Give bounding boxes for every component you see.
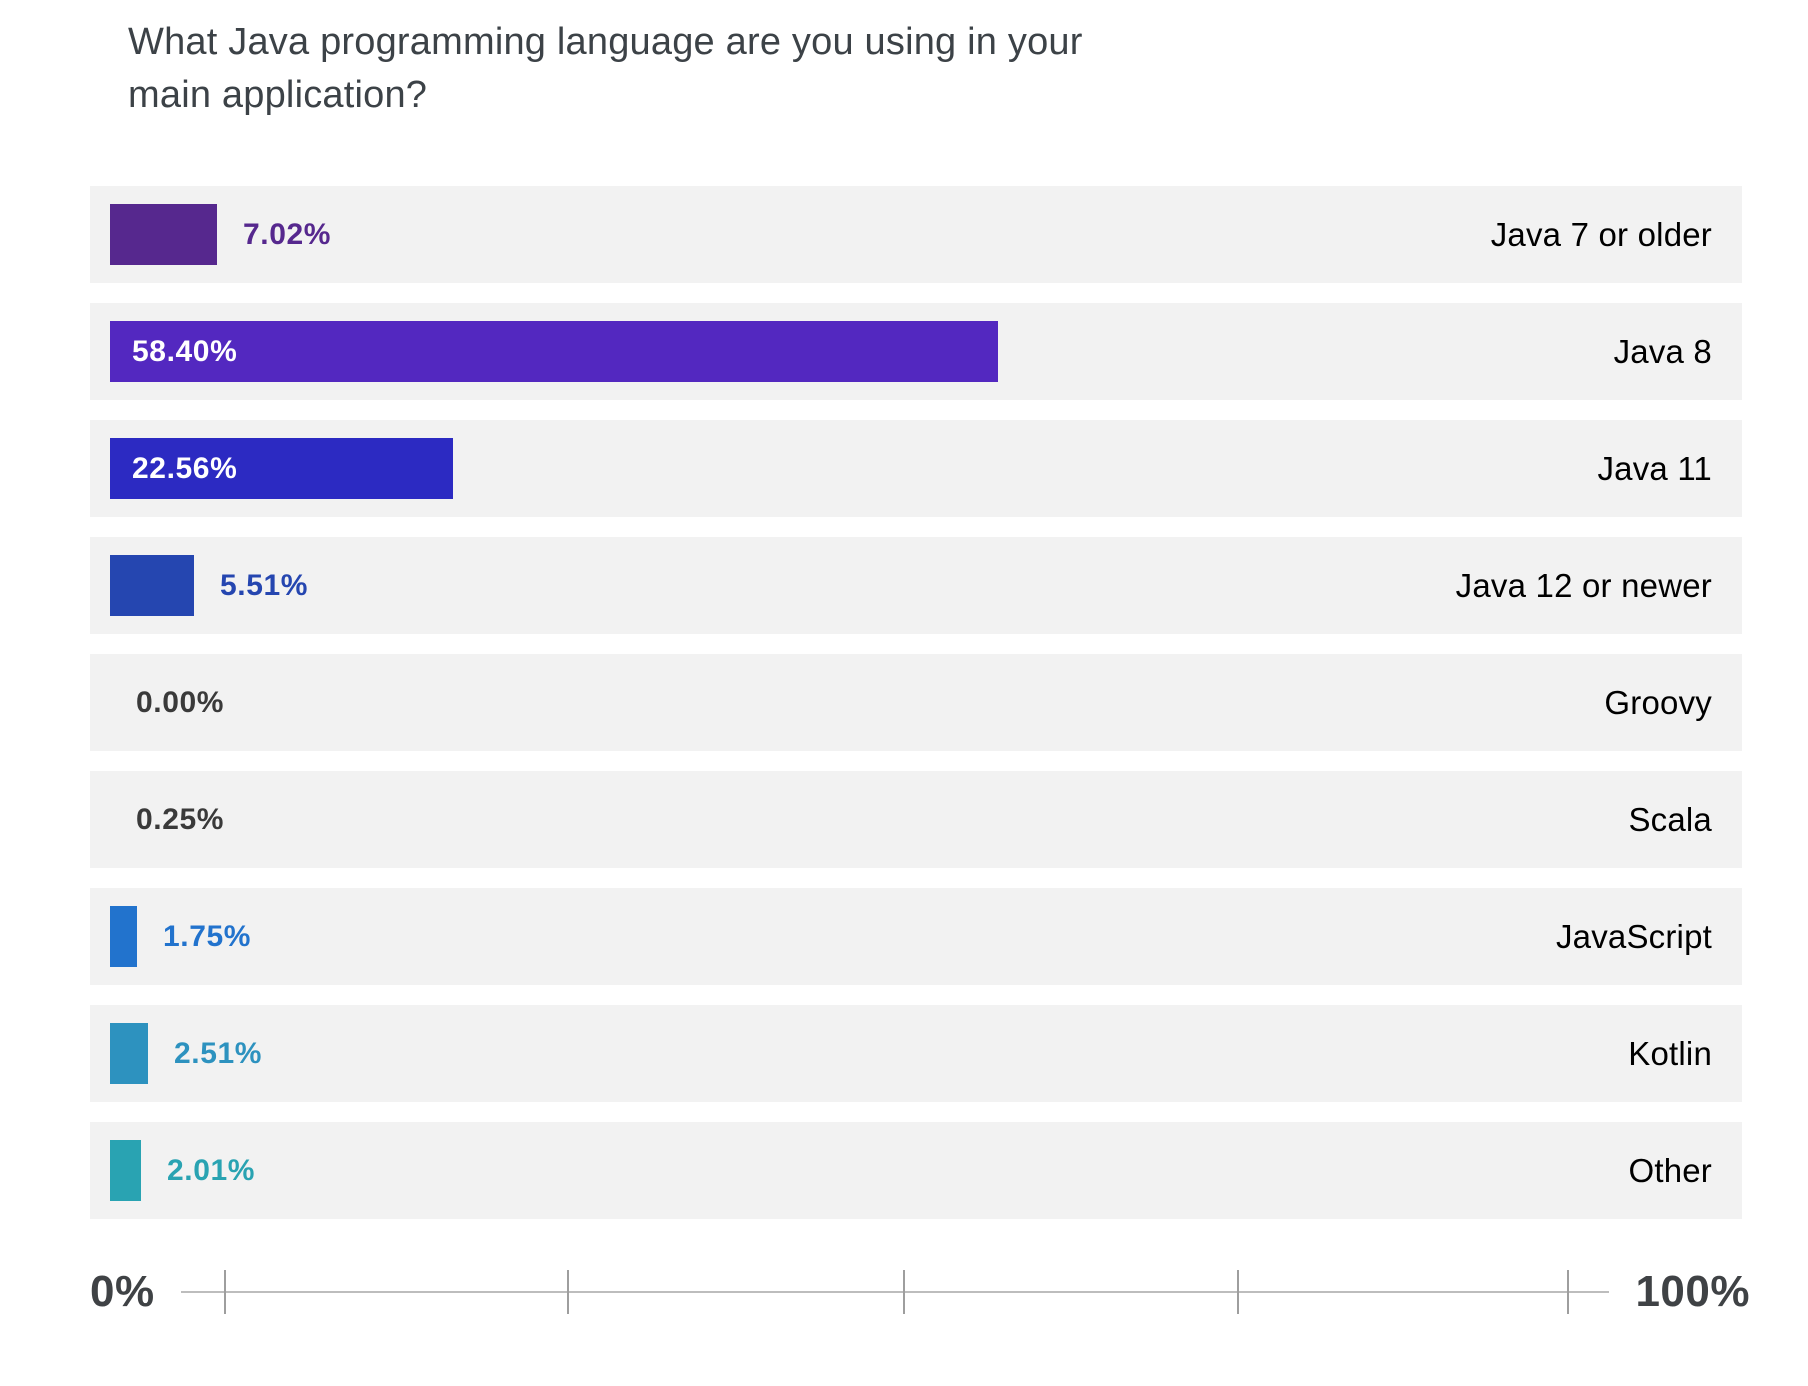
chart-row: 2.51% Kotlin [90, 1005, 1742, 1102]
axis-tick [1567, 1270, 1570, 1314]
axis-tick [902, 1270, 905, 1314]
category-label: Kotlin [1628, 1034, 1712, 1072]
bar-track: 58.40% [110, 321, 1630, 382]
chart-title-line1: What Java programming language are you u… [128, 21, 1083, 63]
chart-title: What Java programming language are you u… [128, 16, 1808, 122]
chart-row: 0.25% Scala [90, 771, 1742, 868]
bar [110, 555, 194, 616]
value-label: 2.01% [167, 1153, 256, 1187]
category-label: Scala [1628, 800, 1712, 838]
chart-row: 1.75% JavaScript [90, 888, 1742, 985]
axis-tick [223, 1270, 226, 1314]
chart-row: 58.40% Java 8 [90, 303, 1742, 400]
bar-track: 5.51% [110, 555, 1630, 616]
chart-title-line2: main application? [128, 74, 428, 116]
category-label: Java 12 or newer [1455, 566, 1712, 604]
bar [110, 204, 217, 265]
chart-row: 5.51% Java 12 or newer [90, 537, 1742, 634]
value-label: 0.00% [136, 685, 225, 719]
chart-row: 2.01% Other [90, 1122, 1742, 1219]
axis-tick [1236, 1270, 1239, 1314]
category-label: Other [1628, 1151, 1712, 1189]
value-label: 22.56% [132, 451, 238, 485]
category-label: JavaScript [1555, 917, 1712, 955]
axis-max-label: 100% [1635, 1267, 1750, 1316]
value-label: 58.40% [132, 334, 238, 368]
chart-row: 7.02% Java 7 or older [90, 186, 1742, 283]
category-label: Java 11 [1597, 449, 1712, 487]
bar-track: 0.00% [110, 672, 1630, 733]
bar [110, 321, 998, 382]
axis-tick [566, 1270, 569, 1314]
axis-line [180, 1270, 1610, 1314]
bar [110, 906, 137, 967]
category-label: Java 7 or older [1490, 215, 1712, 253]
category-label: Groovy [1604, 683, 1712, 721]
bar [110, 1140, 141, 1201]
bar [110, 1023, 148, 1084]
category-label: Java 8 [1613, 332, 1712, 370]
bar-chart: 7.02% Java 7 or older 58.40% Java 8 22.5… [90, 186, 1742, 1219]
value-label: 0.25% [136, 802, 225, 836]
bar-track: 1.75% [110, 906, 1630, 967]
value-label: 5.51% [220, 568, 309, 602]
bar-track: 2.01% [110, 1140, 1630, 1201]
value-label: 2.51% [174, 1036, 263, 1070]
bar-track: 0.25% [110, 789, 1630, 850]
x-axis: 0% 100% [90, 1267, 1750, 1317]
axis-min-label: 0% [90, 1267, 155, 1316]
chart-row: 0.00% Groovy [90, 654, 1742, 751]
value-label: 7.02% [243, 217, 332, 251]
bar [110, 438, 453, 499]
bar-track: 22.56% [110, 438, 1630, 499]
bar-track: 7.02% [110, 204, 1630, 265]
bar-track: 2.51% [110, 1023, 1630, 1084]
chart-row: 22.56% Java 11 [90, 420, 1742, 517]
value-label: 1.75% [163, 919, 252, 953]
